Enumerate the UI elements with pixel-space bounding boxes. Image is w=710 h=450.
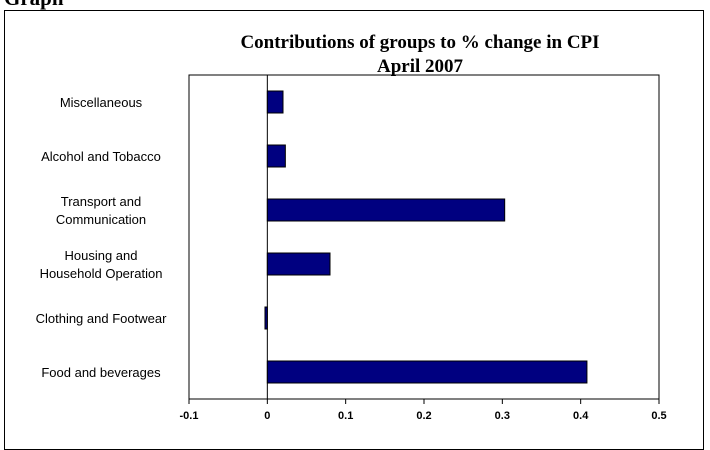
x-tick-label-6: 0.5 — [651, 410, 666, 422]
plot-area — [188, 74, 660, 400]
x-tick-label-1: 0 — [264, 410, 270, 422]
chart-frame: Contributions of groups to % change in C… — [4, 10, 704, 450]
bar-5 — [266, 360, 588, 384]
bar-1 — [266, 144, 286, 168]
bar-2 — [266, 198, 506, 222]
x-tick-label-5: 0.4 — [573, 410, 589, 422]
cropped-heading: Graph — [4, 0, 64, 11]
category-labels: Miscellaneous Alcohol and Tobacco Transpor… — [36, 95, 167, 380]
bars-group — [264, 75, 588, 399]
bar-3 — [266, 252, 331, 276]
bar-0 — [266, 90, 284, 114]
x-tick-label-4: 0.3 — [495, 410, 510, 422]
x-axis-ticks: -0.1 0 0.1 0.2 0.3 0.4 0.5 — [180, 399, 667, 422]
chart-title-block: Contributions of groups to % change in C… — [5, 31, 705, 79]
category-label-5: Food and beverages — [41, 365, 161, 380]
category-label-0: Miscellaneous — [60, 95, 143, 110]
category-label-2: Transport and Communication — [56, 194, 146, 227]
bar-4 — [264, 306, 268, 330]
chart-subtitle: April 2007 — [376, 56, 464, 77]
category-label-3: Housing and Household Operation — [40, 248, 163, 281]
x-tick-label-2: 0.1 — [338, 410, 353, 422]
chart-title: Contributions of groups to % change in C… — [240, 32, 600, 53]
category-label-4: Clothing and Footwear — [36, 311, 167, 326]
x-tick-label-0: -0.1 — [180, 410, 199, 422]
category-label-1: Alcohol and Tobacco — [41, 149, 161, 164]
x-tick-label-3: 0.2 — [416, 410, 431, 422]
bar-chart: Miscellaneous Alcohol and Tobacco Transpor… — [36, 74, 667, 422]
